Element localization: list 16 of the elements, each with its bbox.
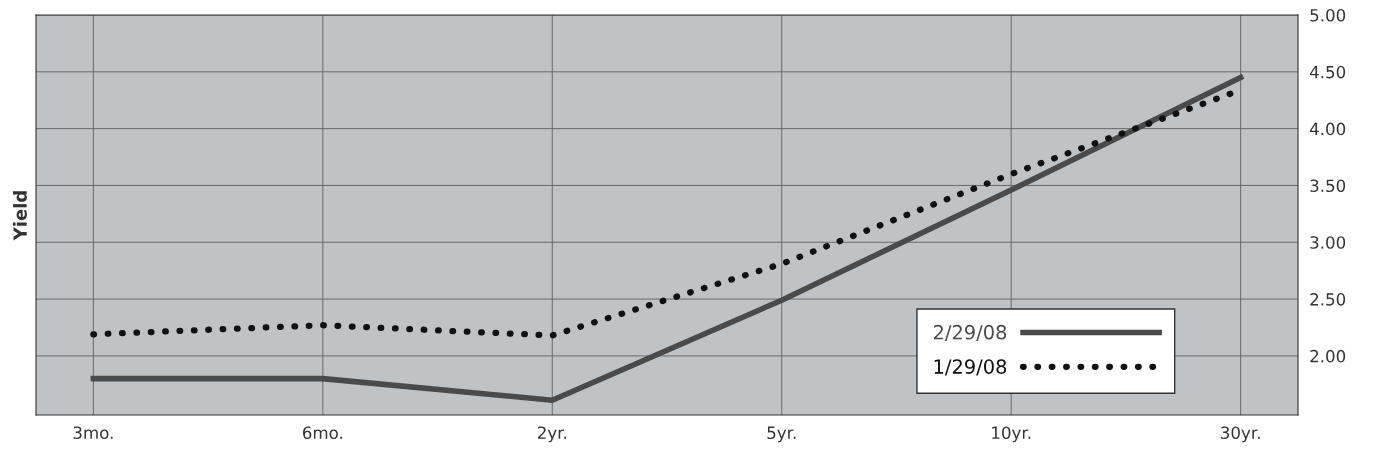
x-tick-label: 30yr. (1221, 426, 1260, 443)
y-axis-title: Yield (12, 191, 27, 241)
y-tick-label: 3.00 (1310, 236, 1346, 249)
x-tick-label: 6mo. (302, 426, 343, 440)
y-tick-label: 4.50 (1309, 65, 1346, 79)
x-tick-label: 10yr. (992, 426, 1031, 443)
y-tick-label: 2.50 (1310, 293, 1346, 306)
text: 1/29/08 (934, 359, 1007, 376)
y-tick-label: 2.00 (1310, 349, 1346, 363)
x-tick-label: 3mo. (73, 426, 113, 440)
y-tick-label: 5.00 (1310, 8, 1346, 22)
x-tick-label: 2yr. (537, 426, 567, 443)
y-tick-label: 3.50 (1310, 179, 1346, 193)
text: 2/29/08 (933, 324, 1007, 342)
y-tick-label: 4.00 (1309, 122, 1346, 136)
x-tick-label: 5yr. (767, 426, 796, 443)
